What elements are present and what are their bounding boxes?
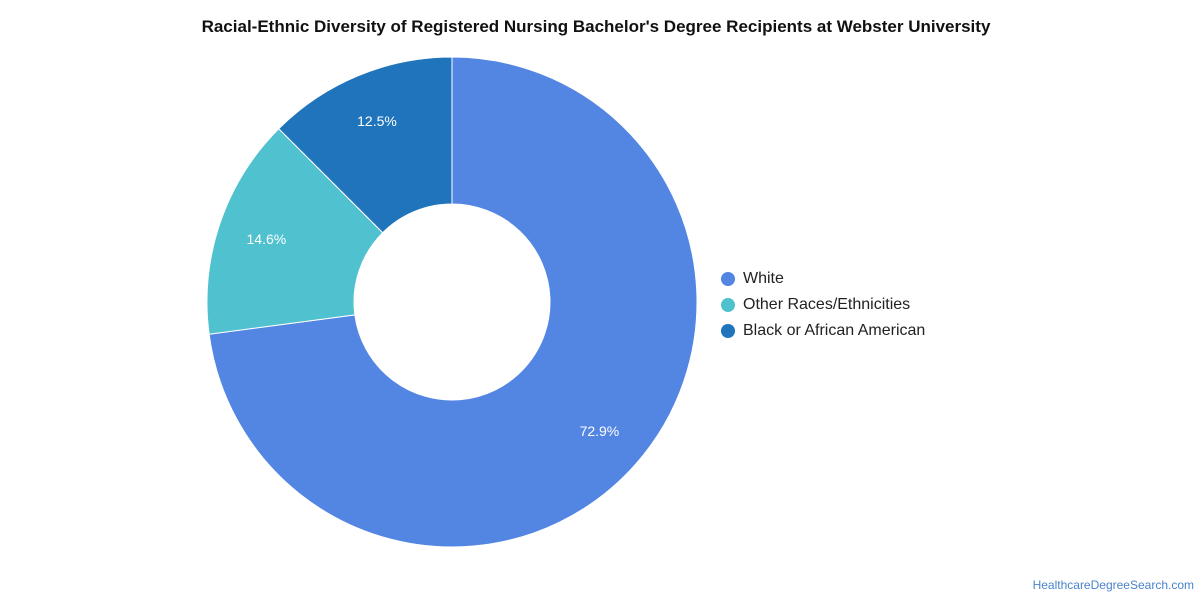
legend-item-2[interactable]: Black or African American	[721, 318, 925, 344]
legend-item-1[interactable]: Other Races/Ethnicities	[721, 292, 925, 318]
legend-label: Black or African American	[743, 322, 926, 339]
legend-label: White	[743, 270, 784, 287]
donut-slice-1[interactable]	[206, 128, 384, 335]
legend-item-0[interactable]: White	[721, 266, 925, 292]
chart-legend: White Other Races/Ethnicities Black or Afr…	[721, 266, 925, 344]
donut-slice-0[interactable]	[208, 56, 698, 548]
legend-swatch-icon	[721, 324, 735, 338]
slice-value-label-0: 72.9%	[580, 423, 620, 439]
legend-swatch-icon	[721, 272, 735, 286]
chart-title: Racial-Ethnic Diversity of Registered Nu…	[201, 17, 991, 36]
legend-label: Other Races/Ethnicities	[743, 296, 911, 313]
slice-value-label-1: 14.6%	[247, 231, 287, 247]
source-credit-link[interactable]: HealthcareDegreeSearch.com	[1032, 578, 1194, 592]
slice-value-label-2: 12.5%	[357, 113, 397, 129]
donut-slice-2[interactable]	[278, 56, 453, 234]
legend-swatch-icon	[721, 298, 735, 312]
